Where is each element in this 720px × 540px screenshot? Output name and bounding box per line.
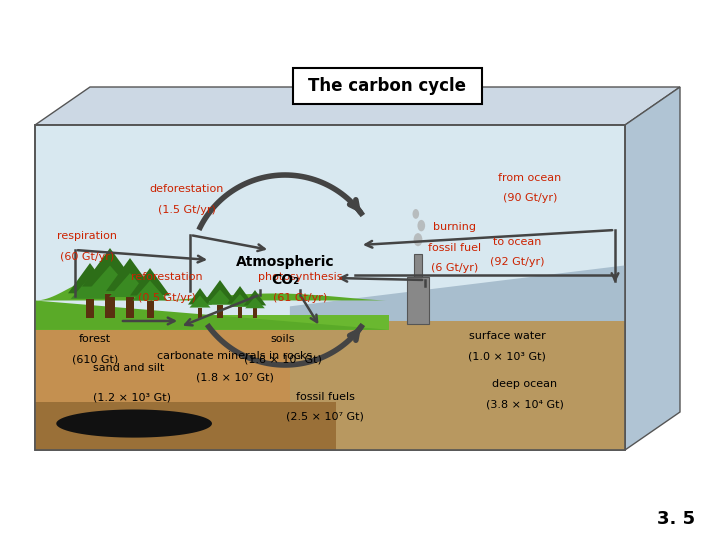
Text: (60 Gt/yr): (60 Gt/yr) (60, 252, 114, 261)
Text: (610 Gt): (610 Gt) (72, 354, 118, 364)
FancyBboxPatch shape (293, 68, 482, 104)
Text: (1.0 × 10³ Gt): (1.0 × 10³ Gt) (468, 351, 546, 361)
Text: burning: burning (433, 222, 477, 232)
Text: (92 Gt/yr): (92 Gt/yr) (490, 258, 544, 267)
Bar (35, 125, 625, 450)
Polygon shape (82, 248, 138, 287)
Bar (35, 125, 625, 450)
Polygon shape (204, 280, 235, 301)
Text: reforestation: reforestation (131, 272, 203, 282)
Bar (35, 402, 336, 450)
Polygon shape (318, 277, 625, 450)
Bar (198, 308, 202, 318)
Bar (35, 330, 389, 450)
Bar (126, 297, 134, 318)
Bar (238, 307, 242, 318)
Text: to ocean: to ocean (492, 237, 541, 247)
Text: (1.6 × 10³ Gt): (1.6 × 10³ Gt) (244, 354, 322, 364)
Text: forest: forest (79, 334, 111, 343)
Polygon shape (244, 290, 266, 306)
Polygon shape (188, 288, 212, 305)
Polygon shape (109, 273, 151, 297)
Polygon shape (229, 294, 251, 307)
Ellipse shape (413, 233, 423, 246)
Text: CO₂: CO₂ (271, 273, 299, 287)
Text: fossil fuel: fossil fuel (428, 243, 482, 253)
Polygon shape (71, 277, 109, 299)
Bar (413, 254, 423, 277)
Polygon shape (68, 263, 112, 293)
Polygon shape (290, 321, 625, 450)
Polygon shape (228, 286, 253, 303)
Text: deforestation: deforestation (150, 184, 224, 194)
Polygon shape (130, 268, 170, 295)
Bar (35, 315, 389, 330)
Polygon shape (86, 266, 135, 294)
Polygon shape (106, 258, 154, 291)
Text: soils: soils (271, 334, 295, 343)
Text: from ocean: from ocean (498, 173, 562, 183)
Bar (86, 299, 94, 318)
Text: (750 Gt): (750 Gt) (331, 80, 384, 93)
Polygon shape (207, 289, 233, 305)
Text: (2.5 × 10⁷ Gt): (2.5 × 10⁷ Gt) (286, 411, 364, 421)
Polygon shape (35, 87, 680, 125)
Bar (146, 301, 153, 318)
Text: photosynthesis: photosynthesis (258, 272, 342, 282)
Text: 3. 5: 3. 5 (657, 510, 695, 528)
Text: (1.8 × 10⁷ Gt): (1.8 × 10⁷ Gt) (196, 373, 274, 383)
Polygon shape (246, 297, 265, 308)
Text: sand and silt: sand and silt (93, 363, 164, 373)
Text: (3.8 × 10⁴ Gt): (3.8 × 10⁴ Gt) (486, 399, 564, 409)
Bar (253, 308, 257, 318)
Polygon shape (290, 265, 625, 321)
Text: The carbon cycle: The carbon cycle (308, 77, 467, 95)
Text: respiration: respiration (57, 231, 117, 241)
Polygon shape (189, 295, 210, 308)
Polygon shape (625, 87, 680, 450)
Text: surface water: surface water (469, 330, 545, 341)
Bar (105, 294, 115, 318)
Text: atmosphere: atmosphere (320, 69, 395, 82)
Text: (90 Gt/yr): (90 Gt/yr) (503, 193, 557, 203)
Ellipse shape (413, 209, 419, 219)
Text: (61 Gt/yr): (61 Gt/yr) (273, 293, 327, 302)
Text: Atmospheric: Atmospheric (235, 255, 334, 269)
Text: (1.5 Gt/yr): (1.5 Gt/yr) (158, 205, 216, 215)
Text: fossil fuels: fossil fuels (296, 392, 354, 402)
Text: (1.2 × 10³ Gt): (1.2 × 10³ Gt) (93, 392, 171, 402)
Bar (217, 305, 222, 318)
Polygon shape (132, 281, 168, 301)
Polygon shape (56, 409, 212, 437)
Text: (0.5 Gt/yr): (0.5 Gt/yr) (138, 293, 196, 302)
Text: carbonate minerals in rocks: carbonate minerals in rocks (158, 351, 312, 361)
Bar (407, 277, 429, 324)
Ellipse shape (418, 220, 425, 231)
Text: deep ocean: deep ocean (492, 379, 557, 389)
Text: (6 Gt/yr): (6 Gt/yr) (431, 264, 479, 273)
